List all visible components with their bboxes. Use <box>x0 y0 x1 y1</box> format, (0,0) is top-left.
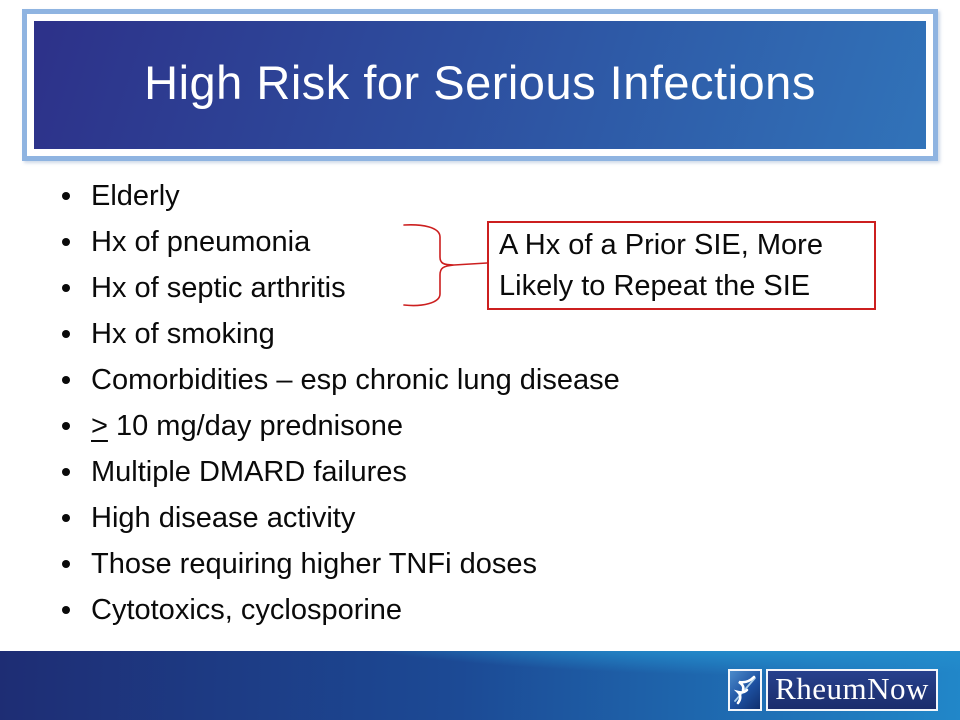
callout-line: A Hx of a Prior SIE, More <box>499 229 823 261</box>
bullet-text: Hx of smoking <box>91 318 275 350</box>
greater-equal-sign: > <box>91 410 108 442</box>
bullet-item: Hx of septic arthritis <box>58 265 698 311</box>
bullet-text: Cytotoxics, cyclosporine <box>91 594 403 626</box>
bullet-list: Elderly Hx of pneumonia Hx of septic art… <box>58 173 698 633</box>
bullet-text: Hx of pneumonia <box>91 226 311 258</box>
callout-line: Likely to Repeat the SIE <box>499 270 811 302</box>
bullet-item: Multiple DMARD failures <box>58 449 698 495</box>
bullet-text: Those requiring higher TNFi doses <box>91 548 537 580</box>
joint-icon <box>733 675 756 705</box>
logo-text-box: RheumNow <box>766 669 938 711</box>
bullet-item: > 10 mg/day prednisone <box>58 403 698 449</box>
callout-box: A Hx of a Prior SIE, More Likely to Repe… <box>487 221 876 310</box>
rheumnow-logo: RheumNow <box>728 669 938 711</box>
bullet-text: 10 mg/day prednisone <box>107 410 403 442</box>
bullet-item: High disease activity <box>58 495 698 541</box>
bullet-item: Hx of pneumonia <box>58 219 698 265</box>
bullet-item: Those requiring higher TNFi doses <box>58 541 698 587</box>
bullet-item: Comorbidities – esp chronic lung disease <box>58 357 698 403</box>
bullet-text: Elderly <box>91 180 180 212</box>
bullet-text: Comorbidities – esp chronic lung disease <box>91 364 620 396</box>
bullet-item: Elderly <box>58 173 698 219</box>
bullet-text: Multiple DMARD failures <box>91 456 407 488</box>
logo-icon-box <box>728 669 762 711</box>
footer-band: RheumNow <box>0 651 960 720</box>
brace-icon <box>403 224 488 307</box>
bullet-text: High disease activity <box>91 502 356 534</box>
bullet-item: Cytotoxics, cyclosporine <box>58 587 698 633</box>
page-title: High Risk for Serious Infections <box>144 55 816 109</box>
bullet-item: Hx of smoking <box>58 311 698 357</box>
bullet-text: Hx of septic arthritis <box>91 272 346 304</box>
title-banner: High Risk for Serious Infections <box>22 9 938 161</box>
logo-text: RheumNow <box>775 671 929 706</box>
title-banner-background: High Risk for Serious Infections <box>34 21 926 149</box>
